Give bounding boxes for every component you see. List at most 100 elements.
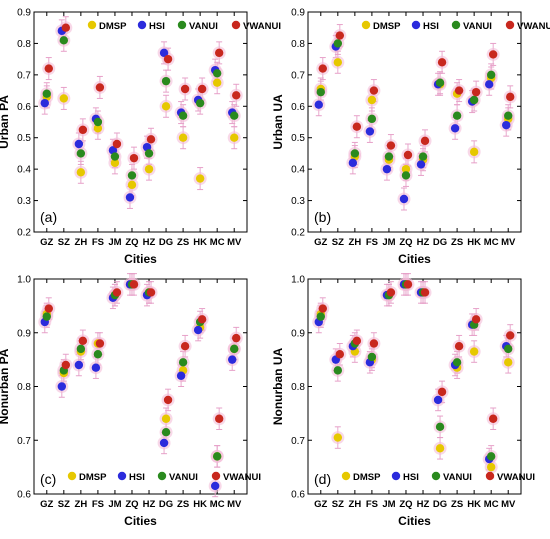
data-point-vwanui (318, 304, 327, 313)
y-tick-label: 0.4 (17, 165, 31, 176)
x-tick-label: DG (433, 237, 447, 248)
x-tick-label: ZH (75, 237, 88, 248)
x-tick-label: MC (210, 499, 225, 510)
data-point-vwanui (129, 153, 139, 163)
data-point-vwanui (44, 64, 53, 73)
data-point-vanui (161, 427, 171, 437)
data-point-vanui (93, 117, 103, 127)
data-point-vwanui (471, 315, 481, 324)
x-axis-label: Cities (124, 252, 157, 266)
data-point-vanui (42, 312, 51, 321)
data-point-dmsp (59, 94, 69, 103)
data-point-vanui (452, 111, 462, 120)
data-point-dmsp (178, 133, 188, 142)
data-point-dmsp (212, 78, 222, 87)
data-point-vwanui (232, 333, 241, 343)
plot-frame (307, 11, 522, 233)
x-tick-label: FS (366, 499, 378, 510)
x-tick-label: FS (92, 237, 104, 248)
data-point-vwanui (112, 288, 122, 297)
data-point-vwanui (180, 341, 190, 351)
legend-marker-hsi (117, 471, 127, 481)
data-point-vanui (486, 70, 496, 80)
data-point-vanui (127, 171, 137, 180)
x-tick-label: JM (382, 499, 395, 510)
y-axis-label: Urban UA (271, 94, 285, 150)
data-point-vwanui (386, 288, 396, 297)
legend-marker-vwanui (505, 20, 515, 30)
data-point-vwanui (112, 139, 122, 149)
x-tick-label: ZH (75, 499, 88, 510)
x-tick-label: SZ (332, 499, 344, 510)
data-point-hsi (125, 193, 135, 202)
data-point-vwanui (180, 84, 190, 94)
data-point-vwanui (197, 315, 207, 324)
data-point-vwanui (352, 336, 362, 346)
data-point-vwanui (61, 360, 71, 370)
data-point-vwanui (78, 125, 88, 135)
legend-label: HSI (403, 472, 419, 483)
x-tick-label: ZH (349, 237, 362, 248)
legend-label: VWANUI (243, 21, 281, 32)
data-point-hsi (159, 48, 169, 58)
legend-label: HSI (149, 21, 165, 32)
data-point-dmsp (504, 358, 513, 367)
data-point-vwanui (197, 84, 207, 94)
data-point-hsi (40, 98, 49, 108)
x-tick-label: DG (159, 499, 173, 510)
panel-label: (a) (40, 209, 57, 225)
x-tick-label: ZQ (399, 499, 412, 510)
data-point-vwanui (61, 23, 71, 32)
data-point-vwanui (386, 141, 396, 150)
legend-marker-hsi (137, 20, 147, 30)
data-point-dmsp (333, 58, 343, 67)
data-point-hsi (484, 80, 494, 89)
data-point-vwanui (488, 414, 498, 423)
data-point-vanui (110, 152, 120, 161)
panel-label: (c) (40, 471, 56, 487)
legend-marker-vwanui (231, 20, 241, 30)
y-tick-label: 0.9 (291, 328, 305, 339)
y-axis-label: Nonurban UA (271, 348, 285, 426)
y-tick-label: 0.5 (17, 133, 31, 144)
x-tick-label: GZ (314, 499, 327, 510)
data-point-dmsp (144, 164, 154, 174)
data-point-vanui (316, 87, 325, 97)
x-tick-label: FS (366, 237, 378, 248)
y-tick-label: 0.7 (291, 70, 305, 81)
legend-marker-vanui (451, 20, 461, 30)
data-point-vwanui (163, 395, 173, 405)
data-point-vwanui (146, 135, 156, 144)
data-point-dmsp (469, 147, 479, 157)
data-point-dmsp (110, 158, 120, 168)
data-point-vanui (435, 78, 445, 87)
y-tick-label: 0.3 (291, 196, 305, 207)
x-tick-label: ZS (451, 499, 463, 510)
data-point-dmsp (161, 414, 171, 423)
x-tick-label: HK (193, 499, 207, 510)
data-point-vwanui (454, 86, 464, 95)
legend-marker-vanui (431, 471, 441, 481)
data-point-vwanui (403, 150, 413, 160)
x-tick-label: MV (501, 237, 516, 248)
y-tick-label: 0.7 (17, 436, 31, 447)
data-point-vwanui (420, 136, 430, 146)
data-point-vwanui (318, 64, 327, 73)
legend-marker-vwanui (485, 471, 495, 481)
x-tick-label: JM (382, 237, 395, 248)
data-point-vwanui (369, 86, 379, 95)
data-point-hsi (228, 355, 237, 364)
data-point-vanui (178, 111, 188, 120)
data-point-hsi (502, 120, 511, 130)
data-point-vwanui (471, 87, 481, 97)
legend-label: VWANUI (517, 21, 550, 32)
legend-label: DMSP (353, 472, 381, 483)
data-point-vanui (230, 111, 239, 120)
legend-label: HSI (129, 472, 145, 483)
legend-label: VANUI (463, 21, 492, 32)
y-tick-label: 0.7 (291, 436, 305, 447)
legend-label: VANUI (189, 21, 218, 32)
y-tick-label: 0.8 (291, 382, 305, 393)
data-point-vanui (401, 171, 411, 180)
y-tick-label: 0.9 (17, 8, 31, 19)
